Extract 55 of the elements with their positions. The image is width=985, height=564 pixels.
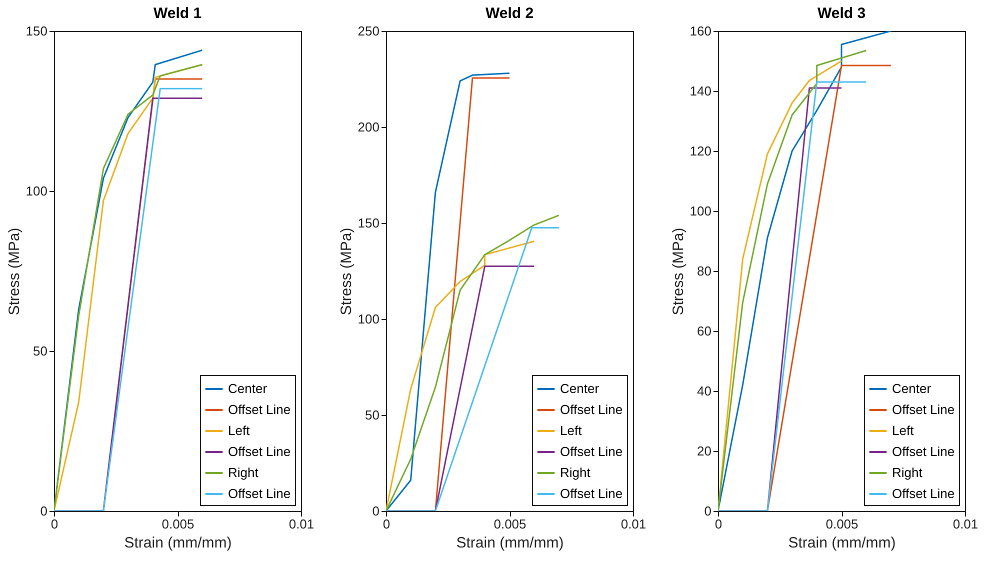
y-tick-label: 200 bbox=[358, 120, 380, 134]
x-tick-label: 0.005 bbox=[826, 516, 858, 532]
y-axis-title: Stress (MPa) bbox=[338, 228, 355, 316]
legend-label: Offset Line bbox=[560, 444, 623, 459]
x-axis-title: Strain (mm/mm) bbox=[456, 534, 564, 552]
legend-label: Offset Line bbox=[892, 444, 955, 459]
y-tick-label: 100 bbox=[26, 184, 48, 198]
x-tick-label: 0.005 bbox=[494, 516, 526, 532]
y-tick-label: 100 bbox=[690, 204, 712, 218]
y-tick-label: 0 bbox=[704, 504, 712, 518]
legend-label: Left bbox=[892, 423, 914, 438]
legend-label: Center bbox=[560, 381, 600, 396]
y-tick-label: 50 bbox=[365, 408, 380, 422]
legend-label: Offset Line bbox=[228, 402, 291, 417]
x-axis-title: Strain (mm/mm) bbox=[124, 534, 232, 552]
legend-label: Right bbox=[560, 465, 591, 480]
y-tick-label: 150 bbox=[358, 216, 380, 230]
legend-label: Right bbox=[892, 465, 923, 480]
legend-label: Offset Line bbox=[228, 444, 291, 459]
legend-label: Center bbox=[892, 381, 932, 396]
legend-label: Offset Line bbox=[228, 486, 291, 501]
chart-title: Weld 1 bbox=[153, 5, 202, 22]
y-tick-label: 120 bbox=[690, 144, 712, 158]
x-tick-label: 0.01 bbox=[952, 516, 978, 532]
x-axis-title: Strain (mm/mm) bbox=[788, 534, 896, 552]
y-tick-label: 100 bbox=[358, 312, 380, 326]
y-tick-label: 60 bbox=[697, 324, 712, 338]
chart-title: Weld 2 bbox=[485, 5, 534, 22]
y-tick-label: 80 bbox=[697, 264, 712, 278]
y-axis-title: Stress (MPa) bbox=[6, 228, 23, 316]
legend-label: Offset Line bbox=[892, 486, 955, 501]
legend-label: Offset Line bbox=[560, 402, 623, 417]
legend-label: Offset Line bbox=[892, 402, 955, 417]
chart-title: Weld 3 bbox=[817, 5, 866, 22]
y-tick-label: 20 bbox=[697, 444, 712, 458]
legend-label: Left bbox=[228, 423, 250, 438]
y-tick-label: 160 bbox=[690, 24, 712, 38]
x-tick-label: 0.01 bbox=[620, 516, 646, 532]
x-tick-label: 0 bbox=[714, 516, 722, 532]
legend-label: Right bbox=[228, 465, 259, 480]
y-tick-label: 150 bbox=[26, 24, 48, 38]
legend-label: Left bbox=[560, 423, 582, 438]
y-tick-label: 40 bbox=[697, 384, 712, 398]
y-tick-label: 140 bbox=[690, 84, 712, 98]
x-tick-label: 0.005 bbox=[162, 516, 194, 532]
y-tick-label: 50 bbox=[33, 344, 48, 358]
y-tick-label: 250 bbox=[358, 24, 380, 38]
y-axis-title: Stress (MPa) bbox=[670, 228, 687, 316]
legend-label: Center bbox=[228, 381, 268, 396]
y-tick-label: 0 bbox=[40, 504, 48, 518]
y-tick-label: 0 bbox=[372, 504, 380, 518]
x-tick-label: 0 bbox=[50, 516, 58, 532]
legend-label: Offset Line bbox=[560, 486, 623, 501]
x-tick-label: 0 bbox=[382, 516, 390, 532]
x-tick-label: 0.01 bbox=[288, 516, 314, 532]
